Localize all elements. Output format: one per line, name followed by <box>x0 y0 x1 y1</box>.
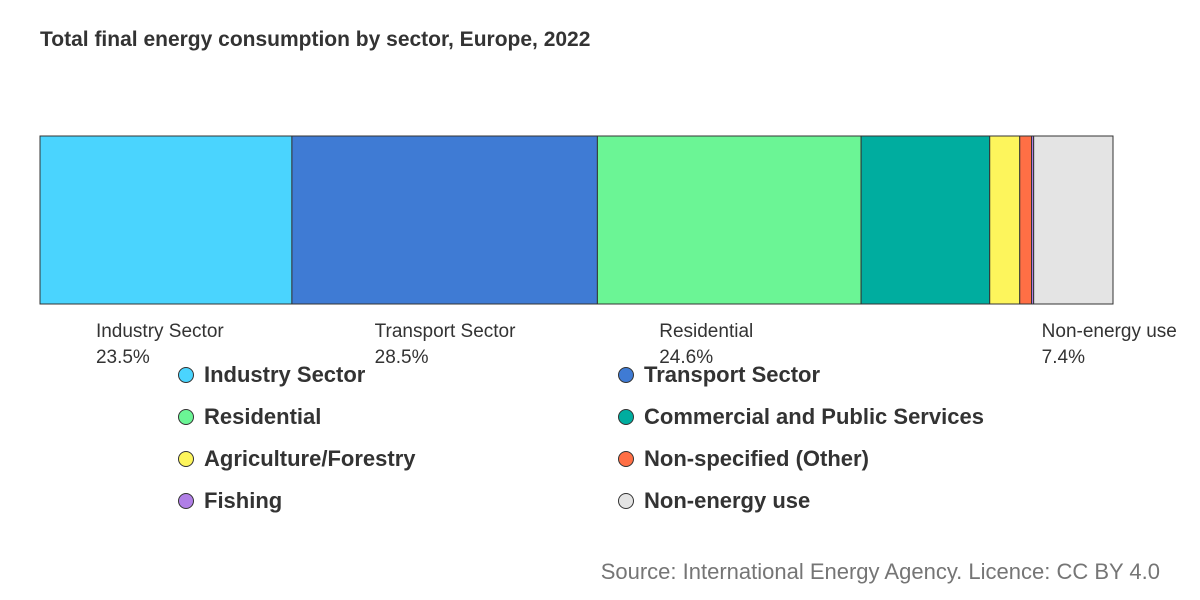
legend-swatch-icon <box>618 451 634 467</box>
legend-item[interactable]: Non-energy use <box>618 488 810 514</box>
legend-item[interactable]: Transport Sector <box>618 362 820 388</box>
legend-item[interactable]: Fishing <box>178 488 282 514</box>
legend-label: Commercial and Public Services <box>644 404 984 429</box>
segment-value-label: 28.5% <box>375 347 429 368</box>
legend-item[interactable]: Non-specified (Other) <box>618 446 869 472</box>
bar-segment-residential[interactable] <box>596 135 862 305</box>
legend-swatch-icon <box>618 367 634 383</box>
stacked-bar-chart: Industry Sector 23.5% Transport Sector 28.5… <box>39 135 1177 368</box>
segment-label: Transport Sector <box>375 321 516 342</box>
bar-segment-non-energy-use[interactable] <box>1033 135 1114 305</box>
legend-label: Transport Sector <box>644 362 821 387</box>
legend-item[interactable]: Residential <box>178 404 321 430</box>
legend-label: Non-specified (Other) <box>644 446 869 471</box>
legend-label: Industry Sector <box>204 362 366 387</box>
legend-swatch-icon <box>178 451 194 467</box>
bar-segment-industry-sector[interactable] <box>39 135 293 305</box>
segment-label: Industry Sector <box>96 321 224 342</box>
legend-swatch-icon <box>178 409 194 425</box>
legend-swatch-icon <box>178 493 194 509</box>
legend-item[interactable]: Commercial and Public Services <box>618 404 984 430</box>
chart-title: Total final energy consumption by sector… <box>40 28 591 51</box>
legend-label: Residential <box>204 404 322 429</box>
legend-swatch-icon <box>178 367 194 383</box>
segment-label: Non-energy use <box>1042 321 1177 342</box>
bar-segment-commercial-and-public-services[interactable] <box>860 135 991 305</box>
legend-item[interactable]: Agriculture/Forestry <box>178 446 416 472</box>
legend-swatch-icon <box>618 493 634 509</box>
segment-value-label: 23.5% <box>96 347 150 368</box>
segment-value-label: 24.6% <box>659 347 713 368</box>
bar-segment-transport-sector[interactable] <box>291 135 598 305</box>
segment-label: Residential <box>659 321 753 342</box>
legend-label: Non-energy use <box>644 488 811 513</box>
bar-segment-agriculture-forestry[interactable] <box>989 135 1021 305</box>
legend-label: Fishing <box>204 488 283 513</box>
legend-swatch-icon <box>618 409 634 425</box>
legend-item[interactable]: Industry Sector <box>178 362 365 388</box>
source-note: Source: International Energy Agency. Lic… <box>600 559 1160 584</box>
bar-segment-non-specified-other-[interactable] <box>1019 135 1033 305</box>
segment-value-label: 7.4% <box>1042 347 1085 368</box>
legend-label: Agriculture/Forestry <box>204 446 416 471</box>
